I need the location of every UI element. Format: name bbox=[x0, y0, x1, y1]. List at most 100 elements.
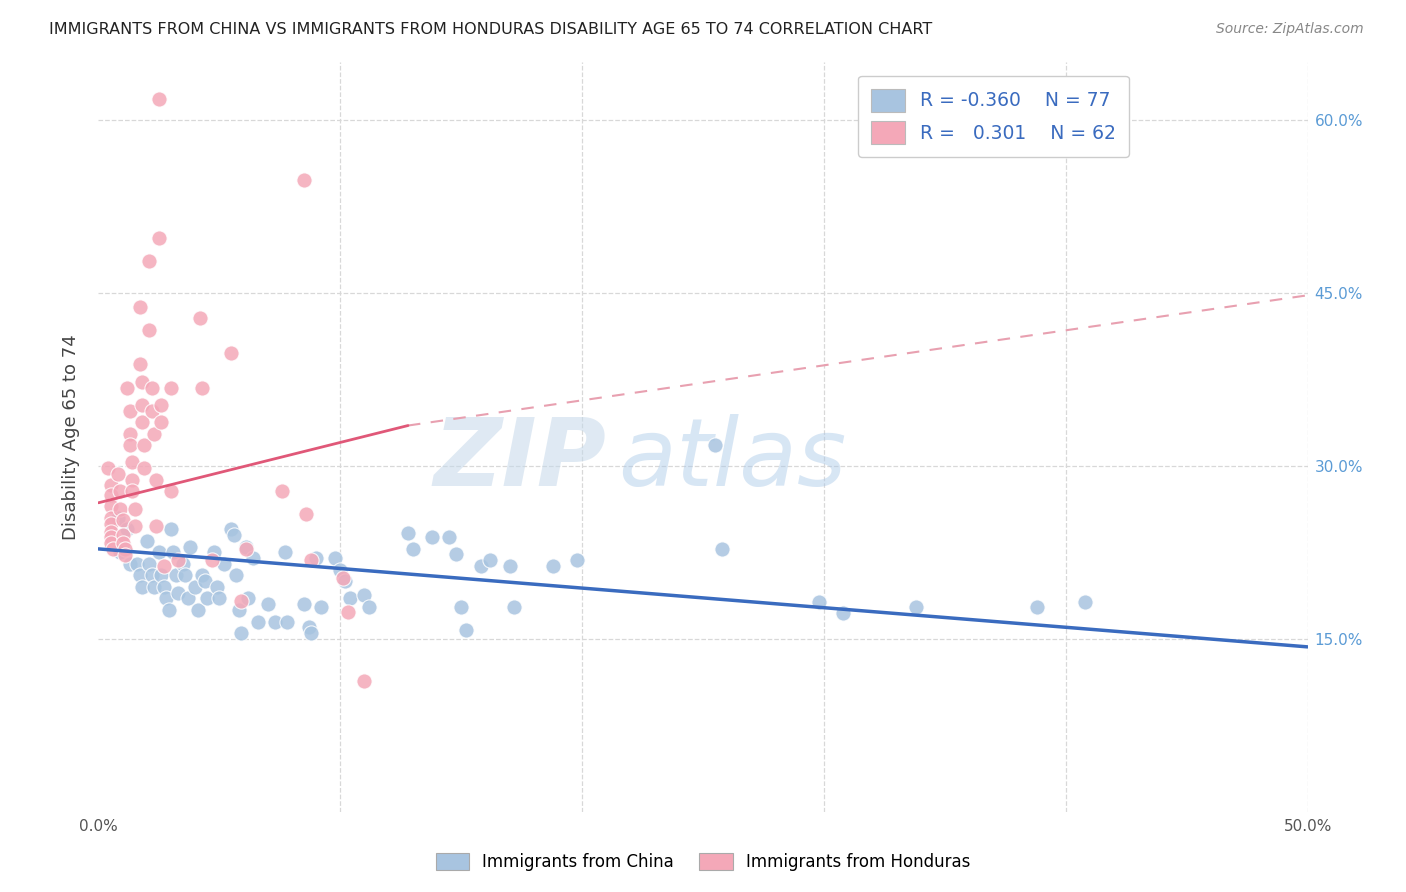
Point bbox=[204, 545, 226, 559]
Point bbox=[276, 615, 298, 629]
Point bbox=[498, 559, 520, 574]
Point bbox=[145, 519, 167, 533]
Point bbox=[704, 438, 727, 452]
Text: IMMIGRANTS FROM CHINA VS IMMIGRANTS FROM HONDURAS DISABILITY AGE 65 TO 74 CORREL: IMMIGRANTS FROM CHINA VS IMMIGRANTS FROM… bbox=[49, 22, 932, 37]
Point bbox=[141, 568, 163, 582]
Point bbox=[131, 415, 153, 429]
Point bbox=[187, 603, 209, 617]
Point bbox=[118, 438, 141, 452]
Point bbox=[131, 398, 153, 412]
Point bbox=[221, 522, 243, 536]
Point bbox=[298, 620, 321, 634]
Point bbox=[111, 536, 134, 550]
Point bbox=[108, 545, 131, 559]
Point bbox=[128, 568, 150, 582]
Point bbox=[145, 473, 167, 487]
Text: ZIP: ZIP bbox=[433, 414, 606, 506]
Point bbox=[100, 500, 122, 514]
Point bbox=[309, 599, 332, 614]
Point bbox=[242, 551, 264, 566]
Legend: R = -0.360    N = 77, R =   0.301    N = 62: R = -0.360 N = 77, R = 0.301 N = 62 bbox=[858, 76, 1129, 157]
Point bbox=[111, 513, 134, 527]
Point bbox=[118, 403, 141, 417]
Point bbox=[131, 375, 153, 389]
Point bbox=[114, 548, 136, 562]
Point bbox=[118, 557, 141, 571]
Point bbox=[353, 674, 375, 689]
Point bbox=[450, 599, 472, 614]
Point bbox=[121, 484, 143, 499]
Point bbox=[299, 626, 322, 640]
Point bbox=[114, 541, 136, 556]
Point bbox=[107, 467, 129, 481]
Point bbox=[221, 346, 243, 360]
Point bbox=[454, 623, 477, 637]
Point bbox=[100, 524, 122, 539]
Point bbox=[97, 461, 120, 475]
Point bbox=[567, 553, 589, 567]
Point bbox=[107, 510, 129, 524]
Point bbox=[167, 585, 190, 599]
Point bbox=[264, 615, 287, 629]
Point bbox=[832, 607, 855, 621]
Point bbox=[148, 545, 170, 559]
Point bbox=[229, 594, 252, 608]
Point bbox=[299, 553, 322, 567]
Point bbox=[108, 501, 131, 516]
Point bbox=[100, 488, 122, 502]
Point bbox=[117, 522, 139, 536]
Point bbox=[174, 568, 197, 582]
Point bbox=[108, 484, 131, 499]
Point bbox=[134, 438, 156, 452]
Point bbox=[150, 568, 173, 582]
Point bbox=[141, 380, 163, 394]
Point bbox=[121, 473, 143, 487]
Point bbox=[127, 557, 149, 571]
Point bbox=[333, 574, 356, 589]
Point bbox=[184, 580, 207, 594]
Point bbox=[470, 559, 492, 574]
Point bbox=[141, 403, 163, 417]
Point bbox=[229, 626, 252, 640]
Point bbox=[160, 484, 183, 499]
Point bbox=[118, 426, 141, 441]
Point bbox=[295, 508, 318, 522]
Point bbox=[359, 599, 381, 614]
Point bbox=[446, 547, 468, 561]
Point bbox=[194, 574, 217, 589]
Point bbox=[124, 519, 146, 533]
Point bbox=[238, 591, 260, 606]
Point bbox=[138, 323, 160, 337]
Point bbox=[100, 510, 122, 524]
Point bbox=[101, 541, 124, 556]
Point bbox=[152, 559, 174, 574]
Point bbox=[325, 551, 347, 566]
Point bbox=[138, 557, 160, 571]
Point bbox=[160, 380, 183, 394]
Point bbox=[292, 597, 315, 611]
Point bbox=[329, 563, 352, 577]
Point bbox=[134, 461, 156, 475]
Y-axis label: Disability Age 65 to 74: Disability Age 65 to 74 bbox=[62, 334, 80, 540]
Point bbox=[503, 599, 526, 614]
Point bbox=[1025, 599, 1047, 614]
Point bbox=[437, 530, 460, 544]
Point bbox=[167, 553, 190, 567]
Point bbox=[148, 92, 170, 106]
Point bbox=[179, 540, 201, 554]
Point bbox=[225, 568, 247, 582]
Point bbox=[339, 591, 361, 606]
Point bbox=[124, 501, 146, 516]
Point bbox=[353, 588, 375, 602]
Point bbox=[235, 540, 257, 554]
Point bbox=[336, 605, 359, 619]
Point bbox=[273, 545, 295, 559]
Point bbox=[396, 525, 419, 540]
Point bbox=[208, 591, 231, 606]
Point bbox=[143, 426, 166, 441]
Point bbox=[228, 603, 250, 617]
Point bbox=[157, 603, 180, 617]
Point bbox=[148, 230, 170, 244]
Point bbox=[152, 580, 174, 594]
Point bbox=[100, 478, 122, 492]
